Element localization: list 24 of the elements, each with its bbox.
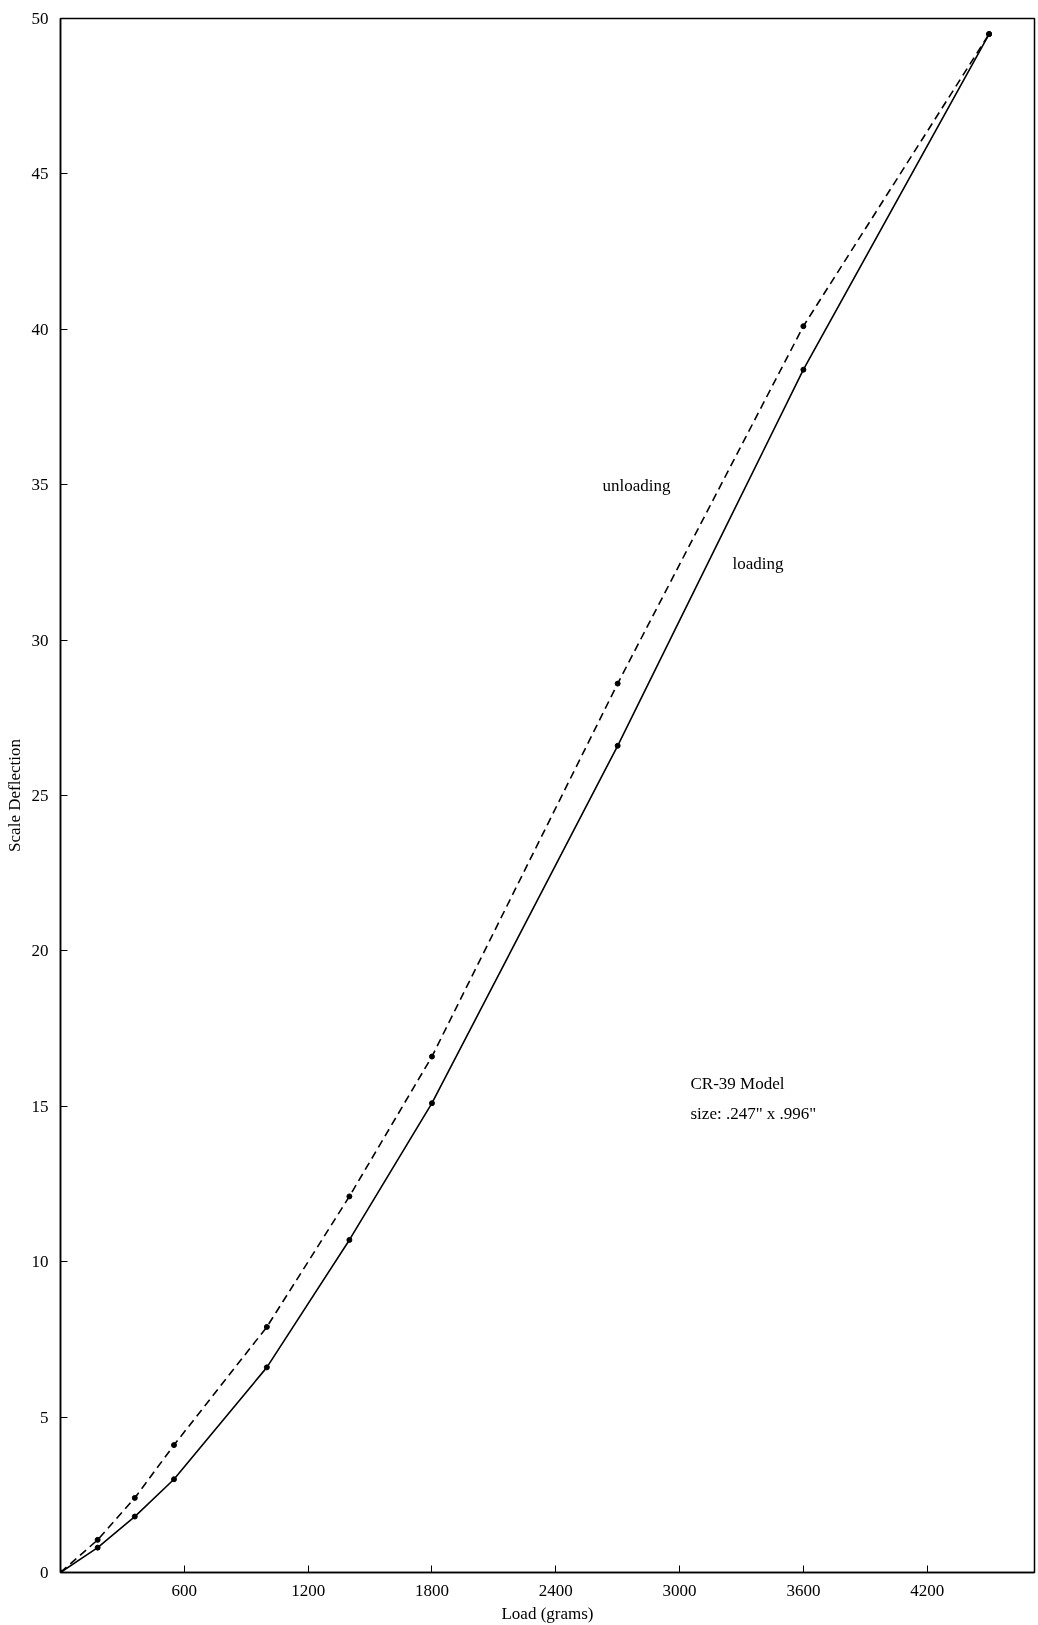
y-tick-label: 5: [40, 1407, 49, 1427]
x-tick-label: 3600: [786, 1580, 821, 1600]
x-tick-label: 3000: [662, 1580, 697, 1600]
y-tick-label: 35: [31, 475, 49, 495]
y-tick-label: 45: [31, 164, 49, 184]
series-label: loading: [732, 553, 785, 573]
text: unloading: [602, 475, 672, 495]
y-tick-label: 20: [31, 941, 49, 961]
y-tick-label: 50: [31, 9, 49, 28]
x-tick-label: 4200: [910, 1580, 945, 1600]
x-tick-label: 2400: [538, 1580, 573, 1600]
x-axis-title: Load (grams): [501, 1603, 594, 1623]
y-tick-label: 25: [31, 786, 49, 805]
annotation: size: .247" x .996": [690, 1103, 817, 1123]
y-tick-label: 30: [31, 630, 49, 650]
annotation: CR-39 Model: [690, 1073, 785, 1093]
y-axis-title: Scale Deflection: [4, 738, 24, 852]
x-tick-label: 1800: [414, 1580, 449, 1600]
x-tick-label: 600: [171, 1580, 198, 1600]
y-tick-label: 10: [31, 1252, 49, 1272]
x-tick-label: 1200: [291, 1580, 326, 1600]
y-tick-label: 15: [31, 1096, 49, 1116]
y-tick-label: 40: [31, 319, 49, 339]
y-tick-label: 0: [40, 1563, 49, 1582]
